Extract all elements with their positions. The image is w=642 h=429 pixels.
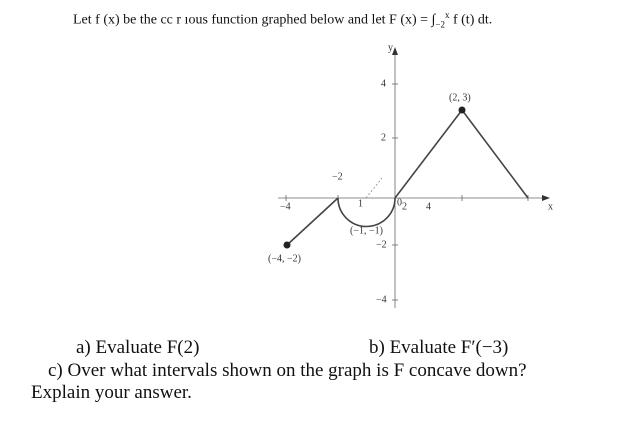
tick-label: −2 (332, 171, 343, 182)
origin-label: 0 (397, 197, 402, 208)
x-arrow (542, 195, 550, 201)
radius-line (365, 177, 383, 199)
tick-label: −4 (280, 201, 291, 212)
question: c) Over what intervals shown on the grap… (48, 360, 527, 381)
question: b) Evaluate F′(−3) (369, 337, 509, 358)
tick-label: −2 (376, 239, 387, 250)
radius-label: 1 (358, 198, 363, 209)
function-graph (286, 109, 529, 246)
upper-limit: x (444, 10, 450, 20)
tick-label: 4 (426, 201, 431, 212)
point-label: (−1, −1) (350, 225, 383, 236)
graph: y x 4 2 −2 −4 −4 −2 2 4 0 1 (2, 3) (−1, … (268, 42, 553, 308)
statement-text-end: f (t) dt. (452, 12, 493, 28)
problem-statement: Let f (x) be the cc r ıous function grap… (73, 10, 492, 29)
statement-text: Let f (x) be the cc r ıous function grap… (73, 12, 436, 28)
axis-label: y (388, 42, 393, 53)
y-arrow (392, 47, 398, 55)
endpoint (283, 241, 291, 249)
point-label: (−4, −2) (268, 253, 301, 264)
question: Explain your answer. (31, 382, 192, 403)
point-label: (2, 3) (449, 92, 471, 103)
lower-limit: −2 (435, 19, 445, 30)
ticks (285, 83, 529, 301)
question: a) Evaluate F(2) (76, 337, 200, 358)
tick-label: 4 (381, 78, 386, 89)
tick-label: −4 (376, 294, 387, 305)
endpoint (458, 106, 466, 114)
tick-label: 2 (381, 132, 386, 143)
axis-label: x (548, 201, 553, 212)
tick-label: 2 (402, 201, 407, 212)
